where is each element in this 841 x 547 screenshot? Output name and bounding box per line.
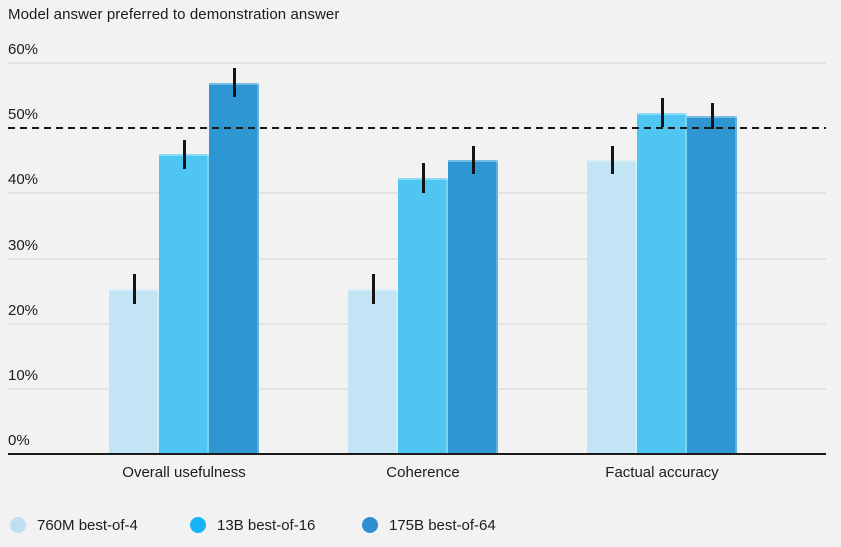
y-axis-tick-label: 20% xyxy=(8,301,39,319)
y-axis-tick-label: 60% xyxy=(8,41,39,58)
bar xyxy=(159,154,209,454)
error-bar xyxy=(182,139,186,169)
x-axis-label: Factual accuracy xyxy=(605,464,719,481)
y-axis-tick-label: 0% xyxy=(8,432,30,449)
bar xyxy=(398,178,448,454)
y-axis-tick-label: 30% xyxy=(8,236,39,254)
error-bar xyxy=(610,145,614,175)
bar xyxy=(637,112,687,454)
bar xyxy=(209,82,259,454)
chart-title: Model answer preferred to demonstration … xyxy=(8,6,340,23)
y-axis-tick-label: 10% xyxy=(8,366,39,384)
error-bar xyxy=(660,98,664,127)
error-bar xyxy=(371,274,375,305)
x-axis-label: Coherence xyxy=(386,464,460,481)
bar xyxy=(109,289,159,454)
error-bar xyxy=(132,274,136,305)
error-bar xyxy=(421,163,425,194)
error-bar xyxy=(710,103,714,130)
gridline xyxy=(8,62,826,64)
bar xyxy=(687,116,737,454)
bar xyxy=(587,160,637,454)
x-axis-label: Overall usefulness xyxy=(122,464,246,481)
x-axis-line xyxy=(8,453,826,455)
reference-line-50pct xyxy=(8,127,826,130)
bar xyxy=(448,160,498,454)
y-axis-tick-label: 40% xyxy=(8,171,39,189)
y-axis-tick-label: 50% xyxy=(8,106,39,124)
bar xyxy=(348,289,398,454)
error-bar xyxy=(232,68,236,97)
error-bar xyxy=(471,145,475,175)
